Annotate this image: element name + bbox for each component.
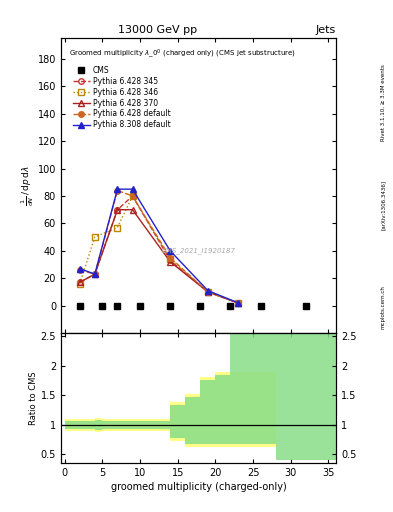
CMS xyxy=(115,303,120,309)
Text: [arXiv:1306.3436]: [arXiv:1306.3436] xyxy=(381,180,386,230)
Pythia 6.428 default xyxy=(168,254,173,261)
Line: Pythia 8.308 default: Pythia 8.308 default xyxy=(77,186,241,306)
Line: Pythia 6.428 346: Pythia 6.428 346 xyxy=(77,193,241,306)
X-axis label: groomed multiplicity (charged-only): groomed multiplicity (charged-only) xyxy=(110,482,286,493)
CMS xyxy=(168,303,173,309)
Text: mcplots.cern.ch: mcplots.cern.ch xyxy=(381,285,386,329)
Pythia 6.428 346 xyxy=(77,281,82,287)
Line: Pythia 6.428 345: Pythia 6.428 345 xyxy=(77,193,241,306)
Text: CMS_2021_I1920187: CMS_2021_I1920187 xyxy=(162,247,235,254)
Pythia 6.428 345 xyxy=(206,289,210,295)
CMS xyxy=(77,303,82,309)
Pythia 6.428 346 xyxy=(130,193,135,199)
Pythia 6.428 345 xyxy=(130,193,135,199)
CMS xyxy=(198,303,203,309)
Pythia 6.428 default xyxy=(115,187,120,194)
Pythia 6.428 345 xyxy=(236,300,241,306)
Pythia 6.428 346 xyxy=(168,256,173,262)
Pythia 6.428 346 xyxy=(236,300,241,306)
CMS xyxy=(303,303,308,309)
Pythia 8.308 default xyxy=(92,271,97,277)
Y-axis label: Ratio to CMS: Ratio to CMS xyxy=(29,371,38,425)
Pythia 6.428 345 xyxy=(168,258,173,264)
Text: 13000 GeV pp: 13000 GeV pp xyxy=(118,25,197,35)
Pythia 6.428 370 xyxy=(206,289,210,295)
Pythia 6.428 370 xyxy=(168,259,173,265)
Pythia 8.308 default xyxy=(168,248,173,254)
Pythia 6.428 default xyxy=(77,267,82,273)
Text: Groomed multiplicity $\lambda\_0^{0}$ (charged only) (CMS jet substructure): Groomed multiplicity $\lambda\_0^{0}$ (c… xyxy=(69,47,296,60)
Line: Pythia 6.428 370: Pythia 6.428 370 xyxy=(77,207,241,306)
CMS xyxy=(138,303,142,309)
Text: Rivet 3.1.10, ≥ 3.3M events: Rivet 3.1.10, ≥ 3.3M events xyxy=(381,64,386,141)
Pythia 6.428 345 xyxy=(115,207,120,213)
Pythia 6.428 default xyxy=(206,289,210,295)
Pythia 8.308 default xyxy=(115,186,120,192)
Pythia 6.428 346 xyxy=(115,224,120,230)
Pythia 6.428 370 xyxy=(115,207,120,213)
Pythia 6.428 346 xyxy=(206,289,210,295)
CMS xyxy=(100,303,105,309)
Pythia 6.428 345 xyxy=(77,279,82,285)
Line: CMS: CMS xyxy=(77,303,309,308)
Pythia 8.308 default xyxy=(77,266,82,272)
Pythia 6.428 370 xyxy=(92,271,97,277)
Pythia 6.428 370 xyxy=(236,300,241,306)
Pythia 6.428 default xyxy=(130,193,135,199)
Line: Pythia 6.428 default: Pythia 6.428 default xyxy=(77,188,241,306)
Pythia 8.308 default xyxy=(236,300,241,306)
CMS xyxy=(228,303,233,309)
Text: Jets: Jets xyxy=(316,25,336,35)
Y-axis label: $\frac{1}{\mathrm{d}N}\,/\,\mathrm{d}p\,\mathrm{d}\lambda$: $\frac{1}{\mathrm{d}N}\,/\,\mathrm{d}p\,… xyxy=(20,165,36,206)
Legend: CMS, Pythia 6.428 345, Pythia 6.428 346, Pythia 6.428 370, Pythia 6.428 default,: CMS, Pythia 6.428 345, Pythia 6.428 346,… xyxy=(73,66,171,130)
Pythia 8.308 default xyxy=(130,186,135,192)
Pythia 6.428 370 xyxy=(130,207,135,213)
Pythia 6.428 370 xyxy=(77,279,82,285)
Pythia 6.428 default xyxy=(92,271,97,277)
Pythia 6.428 345 xyxy=(92,271,97,277)
CMS xyxy=(258,303,263,309)
Pythia 6.428 346 xyxy=(92,234,97,240)
Pythia 8.308 default xyxy=(206,287,210,293)
Pythia 6.428 default xyxy=(236,300,241,306)
